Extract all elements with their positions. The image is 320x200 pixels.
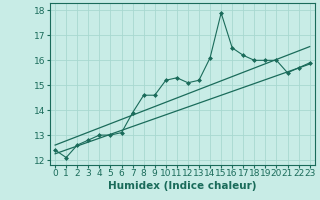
X-axis label: Humidex (Indice chaleur): Humidex (Indice chaleur)	[108, 181, 257, 191]
